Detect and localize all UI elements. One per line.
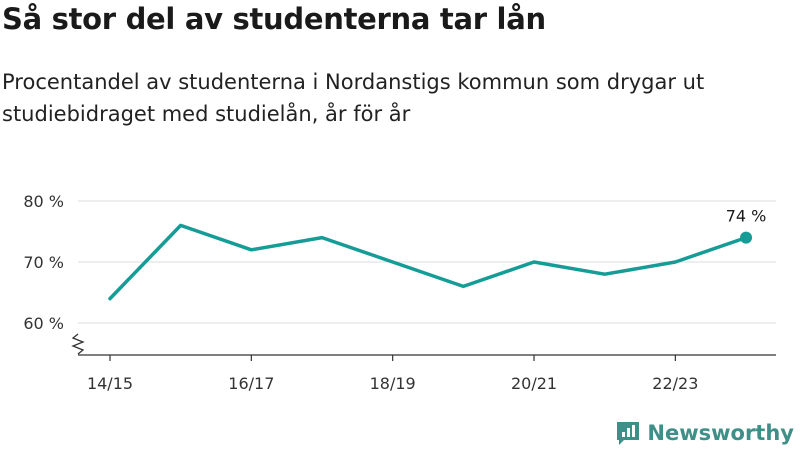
brand-name: Newsworthy xyxy=(647,421,794,445)
x-tick-label: 18/19 xyxy=(370,374,416,393)
x-tick-label: 14/15 xyxy=(87,374,133,393)
tick-labels: 60 % 70 % 80 % 14/15 16/17 18/19 20/21 22/23 74 … xyxy=(23,192,766,393)
last-point-label: 74 % xyxy=(726,207,767,226)
series-line xyxy=(108,223,748,301)
axis-break-icon xyxy=(71,333,85,355)
last-point-marker xyxy=(740,231,753,244)
y-tick-label: 60 % xyxy=(23,314,64,333)
chart-title: Så stor del av studenterna tar lån xyxy=(2,2,546,36)
x-tick-label: 20/21 xyxy=(511,374,557,393)
newsworthy-logo-icon xyxy=(617,422,640,445)
x-tick-label: 22/23 xyxy=(652,374,698,393)
y-tick-label: 80 % xyxy=(23,192,64,211)
chart-subtitle: Procentandel av studenterna i Nordanstig… xyxy=(2,70,705,126)
x-axis xyxy=(71,333,776,361)
y-tick-label: 70 % xyxy=(23,253,64,272)
series-line-group xyxy=(108,223,753,301)
x-tick-label: 16/17 xyxy=(228,374,274,393)
gridlines xyxy=(78,200,776,324)
brand-logo: Newsworthy xyxy=(615,420,794,446)
